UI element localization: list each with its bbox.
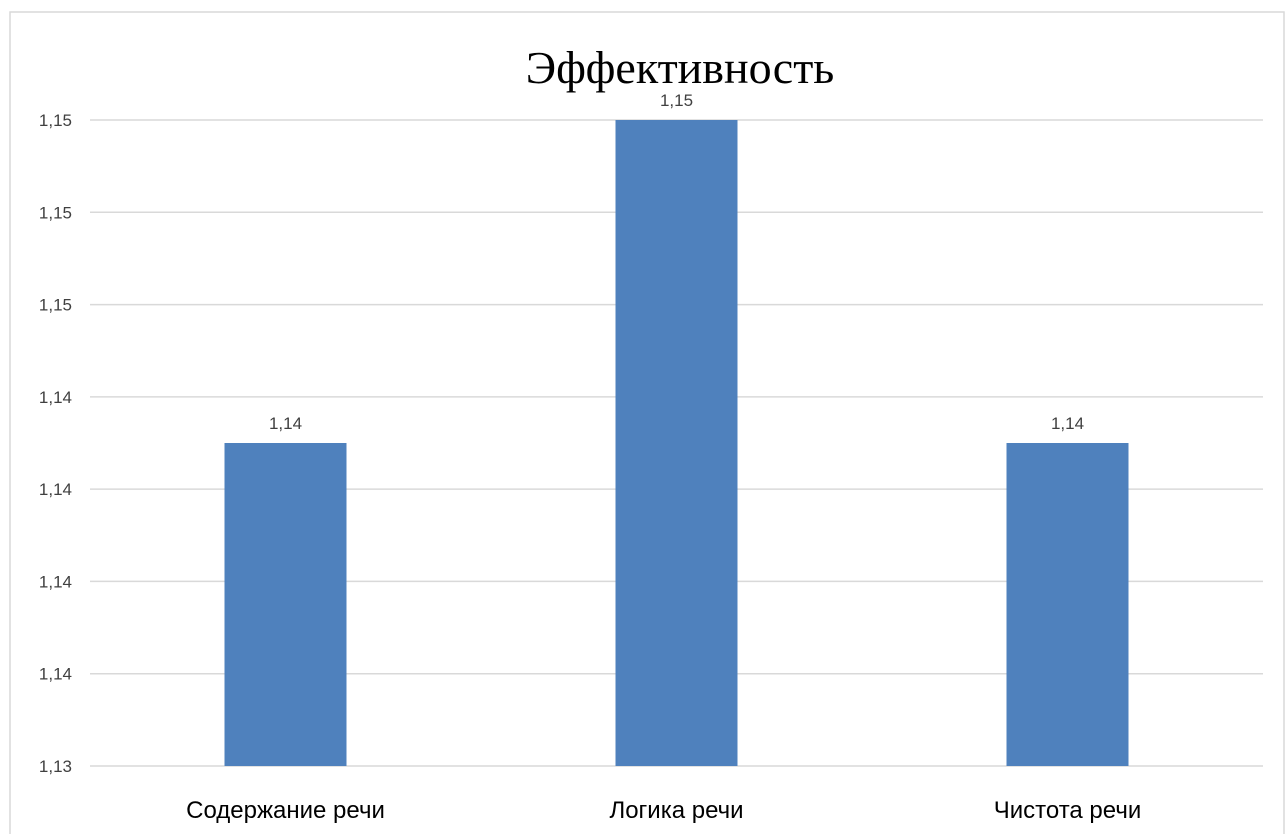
y-axis-tick-labels: 1,13 1,14 1,14 1,14 1,14 1,15 1,15 1,15	[39, 111, 72, 776]
y-tick-label: 1,13	[39, 757, 72, 776]
bar	[1006, 443, 1129, 766]
data-label: 1,14	[269, 414, 302, 433]
data-labels: 1,14 1,15 1,14	[269, 91, 1084, 433]
x-category-label: Логика речи	[609, 797, 743, 824]
y-tick-label: 1,15	[39, 296, 72, 315]
bar	[224, 443, 347, 766]
y-tick-label: 1,14	[39, 480, 72, 499]
y-tick-label: 1,15	[39, 111, 72, 130]
bars	[224, 120, 1129, 766]
data-label: 1,15	[660, 91, 693, 110]
bar	[615, 120, 738, 766]
y-tick-label: 1,14	[39, 572, 72, 591]
y-tick-label: 1,14	[39, 388, 72, 407]
chart-title: Эффективность	[526, 42, 835, 93]
data-label: 1,14	[1051, 414, 1084, 433]
x-category-label: Чистота речи	[994, 797, 1142, 824]
y-tick-label: 1,15	[39, 203, 72, 222]
chart-border	[9, 11, 1285, 834]
x-axis-category-labels: Содержание речи Логика речи Чистота речи	[186, 797, 1141, 824]
y-tick-label: 1,14	[39, 665, 72, 684]
x-category-label: Содержание речи	[186, 797, 385, 824]
